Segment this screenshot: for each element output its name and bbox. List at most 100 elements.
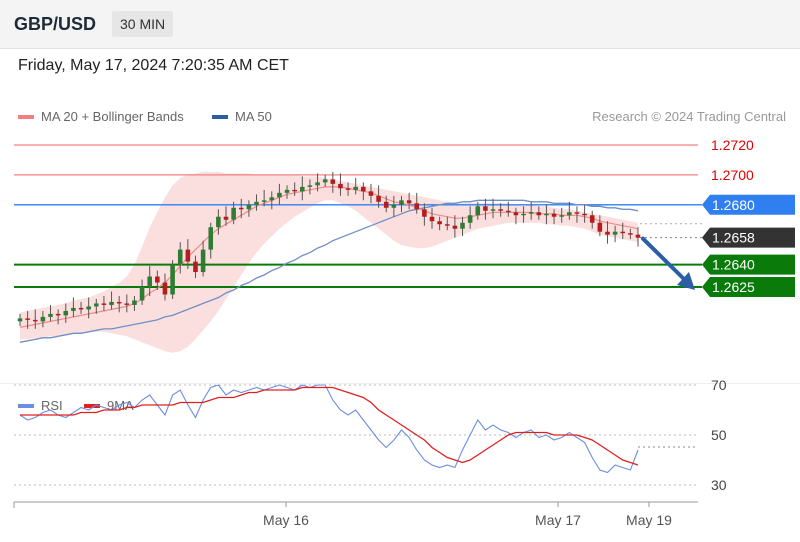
candle-body	[223, 216, 229, 220]
candle-body	[155, 276, 160, 283]
legend-swatch-ma50	[212, 114, 228, 119]
candle-body	[48, 313, 53, 317]
candle-body	[582, 213, 587, 216]
rsi-line	[19, 384, 639, 474]
instrument-title: GBP/USD	[14, 14, 97, 34]
candle-body	[368, 191, 374, 196]
candle-body	[597, 222, 603, 232]
research-credit: Research © 2024 Trading Central	[592, 109, 786, 124]
candle-body	[185, 249, 191, 262]
candle-body	[422, 209, 427, 217]
legend-item-ma50: MA 50	[212, 109, 272, 124]
candle-body	[246, 204, 252, 210]
candle-body	[109, 301, 114, 305]
candle-body	[506, 210, 511, 213]
candle-body	[574, 212, 580, 214]
level-label: 1.2680	[712, 197, 755, 213]
candle-body	[269, 197, 275, 201]
legend-label-ma20: MA 20 + Bollinger Bands	[41, 109, 184, 124]
x-axis-label: May 17	[535, 512, 581, 528]
candle-body	[414, 203, 420, 210]
candle-body	[635, 234, 641, 238]
bollinger-band-area	[20, 171, 638, 353]
candle-body	[612, 231, 618, 235]
candle-body	[544, 213, 549, 216]
candle-body	[429, 216, 435, 222]
level-label: 1.2658	[712, 230, 755, 246]
candle-body	[536, 212, 542, 216]
candle-body	[32, 319, 38, 322]
candle-body	[147, 276, 152, 287]
legend-swatch-ma20	[18, 114, 34, 119]
forecast-arrow-head	[677, 272, 695, 290]
candle-body	[452, 225, 458, 229]
candle-body	[254, 201, 259, 205]
candle-body	[177, 249, 183, 265]
candle-body	[399, 200, 404, 205]
panel-divider	[0, 383, 800, 384]
candle-body	[330, 179, 336, 184]
legend-item-rsi: RSI	[18, 398, 63, 413]
candle-body	[628, 233, 633, 235]
level-tag	[702, 227, 795, 248]
candle-body	[467, 215, 473, 223]
candle-body	[361, 186, 366, 192]
candle-body	[94, 303, 99, 307]
candle-body	[71, 307, 76, 311]
candle-body	[40, 316, 46, 322]
candle-body	[528, 212, 534, 214]
legend-label-rsi: RSI	[41, 398, 63, 413]
candle-body	[124, 303, 130, 305]
level-label: 1.2700	[711, 167, 754, 183]
legend-swatch-9ma	[84, 403, 100, 408]
candle-body	[513, 212, 519, 216]
rsi-9ma-line	[20, 386, 639, 466]
candle-body	[116, 301, 122, 304]
x-axis-label: May 16	[263, 512, 309, 528]
candle-body	[208, 227, 214, 250]
candle-body	[551, 213, 557, 217]
candle-body	[475, 206, 481, 216]
candle-body	[292, 189, 297, 192]
candle-body	[620, 231, 626, 234]
candle-body	[315, 182, 320, 186]
legend-label-ma50: MA 50	[235, 109, 272, 124]
candle-body	[437, 221, 442, 225]
candle-body	[376, 195, 381, 202]
candle-body	[200, 249, 206, 273]
candle-body	[460, 222, 465, 229]
ma50-line	[19, 199, 639, 343]
candle-body	[338, 183, 343, 189]
candle-body	[25, 318, 30, 320]
candle-body	[490, 209, 496, 211]
candle-body	[17, 318, 23, 322]
candle-body	[63, 310, 69, 316]
candle-body	[353, 186, 358, 190]
candle-body	[521, 213, 526, 216]
candle-body	[498, 209, 503, 211]
candle-body	[162, 282, 168, 295]
candle-body	[193, 261, 198, 273]
candle-body	[383, 201, 389, 208]
candle-body	[277, 192, 282, 198]
timeframe-badge[interactable]: 30 MIN	[112, 11, 174, 37]
level-tag	[702, 254, 795, 275]
candle-body	[78, 307, 84, 310]
legend-item-ma20: MA 20 + Bollinger Bands	[18, 109, 184, 124]
candle-body	[170, 264, 175, 295]
forecast-arrow-shaft	[641, 236, 688, 283]
candle-body	[605, 231, 610, 235]
ma20-line	[19, 186, 639, 328]
candle-body	[559, 215, 564, 217]
rsi-tick-label: 70	[711, 377, 727, 393]
candle-body	[284, 189, 290, 193]
candle-body	[567, 212, 572, 216]
candle-body	[86, 306, 91, 310]
candle-body	[483, 206, 488, 211]
level-label: 1.2720	[711, 137, 754, 153]
candle-body	[322, 179, 328, 183]
rsi-tick-label: 50	[711, 427, 727, 443]
candle-body	[345, 188, 351, 190]
candle-body	[307, 185, 313, 187]
